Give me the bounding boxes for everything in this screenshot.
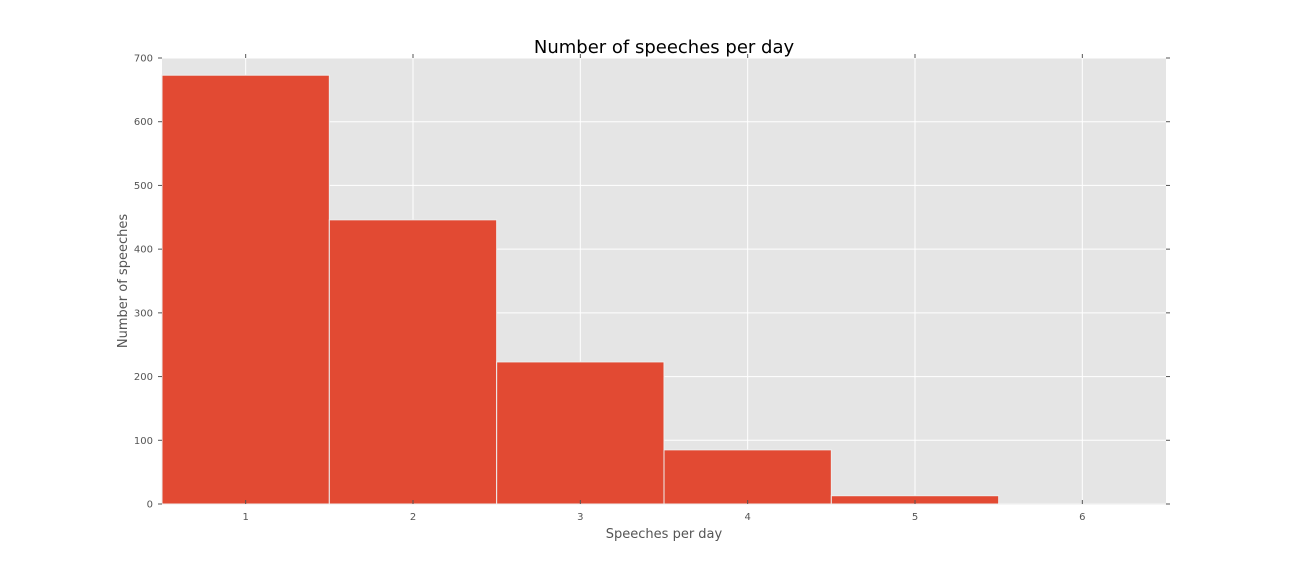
y-axis-label: Number of speeches — [116, 214, 131, 348]
x-tick-label: 1 — [242, 512, 248, 523]
y-tick-label: 300 — [134, 308, 153, 319]
bars — [161, 74, 1167, 505]
bar-4 — [663, 449, 832, 505]
bar-1 — [161, 74, 330, 505]
y-tick-label: 700 — [134, 54, 153, 65]
y-tick-label: 400 — [134, 245, 153, 256]
y-tick-label: 100 — [134, 436, 153, 447]
y-tick-label: 600 — [134, 117, 153, 128]
x-tick-label: 5 — [912, 512, 918, 523]
bar-3 — [496, 361, 665, 505]
x-tick-label: 2 — [410, 512, 416, 523]
y-tick-label: 200 — [134, 372, 153, 383]
bar-2 — [328, 219, 498, 505]
y-tick-label: 500 — [134, 181, 153, 192]
x-axis-label: Speeches per day — [606, 527, 723, 542]
y-tick-label: 0 — [147, 500, 153, 511]
x-tick-label: 3 — [577, 512, 583, 523]
x-tick-label: 4 — [744, 512, 750, 523]
axis-ticks: 1 2 3 4 5 6 0 100 200 300 400 500 600 700 — [134, 54, 1170, 523]
chart-title: Number of speeches per day — [534, 37, 795, 58]
x-tick-label: 6 — [1079, 512, 1085, 523]
